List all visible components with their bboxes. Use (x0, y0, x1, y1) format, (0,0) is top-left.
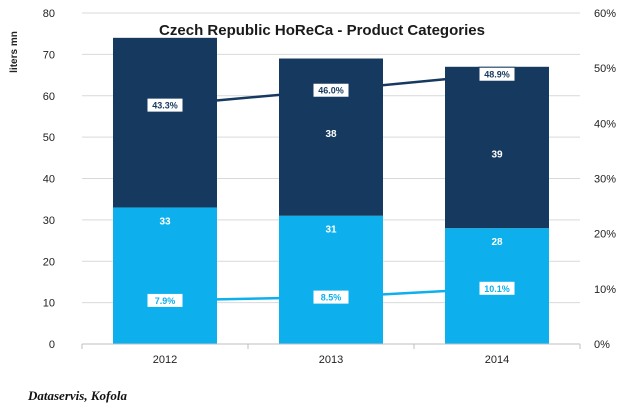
bar-value-label: 38 (325, 129, 337, 140)
bar-value-label: 33 (159, 216, 171, 227)
y2-tick-label: 0% (594, 339, 610, 351)
y-tick-label: 70 (43, 49, 55, 61)
y2-tick-label: 60% (594, 8, 616, 20)
chart-title: Czech Republic HoReCa - Product Categori… (159, 22, 485, 39)
y2-tick-label: 30% (594, 174, 616, 186)
bar-segment (445, 66, 549, 229)
x-tick-label: 2013 (319, 354, 343, 366)
bar-value-label: 39 (491, 149, 503, 160)
y-tick-label: 20 (43, 256, 55, 268)
bar-segment (113, 207, 217, 344)
data-labels: 33312841383943.3%46.0%48.9%7.9%8.5%10.1% (146, 66, 516, 308)
line-point-box (312, 82, 350, 98)
y2-tick-label: 50% (594, 63, 616, 75)
line-point-label: 10.1% (484, 284, 510, 294)
y-tick-label: 40 (43, 174, 55, 186)
y-tick-label: 30 (43, 215, 55, 227)
line-point-label: 7.9% (155, 296, 176, 306)
bar-value-label: 31 (325, 225, 337, 236)
bar-segment (279, 215, 383, 344)
line-point-label: 43.3% (152, 101, 178, 111)
y-axis-title: liters mn (9, 31, 20, 73)
bars (113, 37, 549, 344)
line-point-box (478, 66, 516, 82)
axes: 0 10 20 30 40 50 60 70 80 0% 10% 20% 30% 40% 50% 60% 201… (43, 8, 616, 366)
y-tick-label: 0 (49, 339, 55, 351)
y2-tick-label: 20% (594, 229, 616, 241)
y-tick-label: 60 (43, 91, 55, 103)
y-tick-label: 50 (43, 132, 55, 144)
y-tick-label: 80 (43, 8, 55, 20)
line-point-label: 8.5% (321, 293, 342, 303)
line-point-box (146, 97, 184, 113)
source-note: Dataservis, Kofola (28, 388, 127, 403)
line-point-label: 48.9% (484, 70, 510, 80)
line-point-box (478, 280, 516, 296)
y2-tick-label: 10% (594, 284, 616, 296)
line-point-box (312, 289, 350, 305)
line-point-box (146, 292, 184, 308)
y2-tick-label: 40% (594, 118, 616, 130)
bar-segment (113, 37, 217, 208)
x-tick-label: 2012 (153, 354, 177, 366)
x-tick-label: 2014 (485, 354, 509, 366)
line-point-label: 46.0% (318, 86, 344, 96)
y-tick-label: 10 (43, 298, 55, 310)
bar-value-label: 28 (491, 237, 503, 248)
